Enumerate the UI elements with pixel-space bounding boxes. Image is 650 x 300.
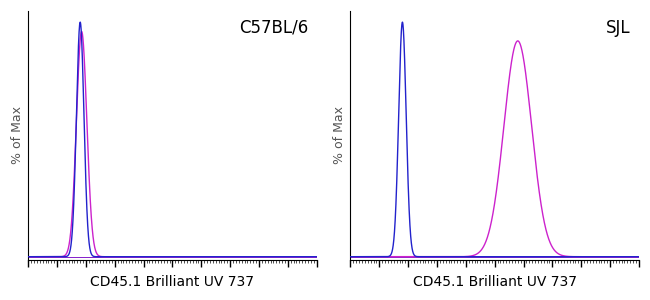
Text: C57BL/6: C57BL/6: [239, 19, 308, 37]
Y-axis label: % of Max: % of Max: [11, 106, 24, 164]
Y-axis label: % of Max: % of Max: [333, 106, 346, 164]
X-axis label: CD45.1 Brilliant UV 737: CD45.1 Brilliant UV 737: [90, 275, 254, 289]
Text: SJL: SJL: [606, 19, 630, 37]
X-axis label: CD45.1 Brilliant UV 737: CD45.1 Brilliant UV 737: [413, 275, 577, 289]
